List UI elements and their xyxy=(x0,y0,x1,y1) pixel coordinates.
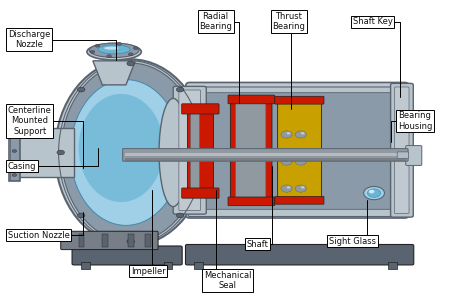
Circle shape xyxy=(287,159,291,162)
Ellipse shape xyxy=(55,59,206,246)
Text: Centerline
Mounted
Support: Centerline Mounted Support xyxy=(8,106,52,136)
Circle shape xyxy=(176,87,184,92)
Ellipse shape xyxy=(98,45,130,54)
Circle shape xyxy=(369,190,374,193)
FancyBboxPatch shape xyxy=(228,95,275,104)
Circle shape xyxy=(281,131,292,138)
Circle shape xyxy=(77,87,85,92)
FancyBboxPatch shape xyxy=(406,146,422,165)
Circle shape xyxy=(367,189,381,197)
Text: Sight Glass: Sight Glass xyxy=(329,237,376,246)
FancyBboxPatch shape xyxy=(230,97,272,203)
FancyBboxPatch shape xyxy=(72,246,182,265)
Circle shape xyxy=(176,213,184,218)
Ellipse shape xyxy=(87,43,141,60)
Text: Discharge
Nozzle: Discharge Nozzle xyxy=(8,30,50,50)
FancyBboxPatch shape xyxy=(236,102,266,198)
FancyBboxPatch shape xyxy=(173,86,206,214)
FancyBboxPatch shape xyxy=(186,82,409,218)
Circle shape xyxy=(127,61,135,66)
Text: Mechanical
Seal: Mechanical Seal xyxy=(204,271,251,290)
Bar xyxy=(145,234,151,247)
Circle shape xyxy=(301,186,305,188)
Bar xyxy=(388,262,397,269)
Circle shape xyxy=(77,213,85,218)
Bar xyxy=(125,153,406,156)
Circle shape xyxy=(12,165,17,168)
FancyBboxPatch shape xyxy=(228,197,275,206)
Circle shape xyxy=(281,185,292,192)
Circle shape xyxy=(287,132,291,134)
FancyBboxPatch shape xyxy=(275,196,324,204)
Circle shape xyxy=(117,42,121,45)
Bar xyxy=(194,262,203,269)
Circle shape xyxy=(95,44,100,47)
Circle shape xyxy=(90,50,95,53)
Circle shape xyxy=(12,134,17,137)
Polygon shape xyxy=(93,61,136,85)
FancyBboxPatch shape xyxy=(391,83,413,217)
FancyBboxPatch shape xyxy=(275,96,324,104)
Bar xyxy=(164,262,172,269)
Text: Bearing
Housing: Bearing Housing xyxy=(398,111,432,131)
Text: Impeller: Impeller xyxy=(131,267,165,276)
Ellipse shape xyxy=(79,94,164,202)
Circle shape xyxy=(12,128,17,131)
Bar xyxy=(187,106,213,194)
FancyBboxPatch shape xyxy=(397,152,409,159)
Circle shape xyxy=(301,132,305,134)
Text: Suction Nozzle: Suction Nozzle xyxy=(8,231,70,240)
Text: Radial
Bearing: Radial Bearing xyxy=(199,12,232,31)
Circle shape xyxy=(364,186,384,200)
Circle shape xyxy=(295,131,307,138)
Bar xyxy=(128,234,134,247)
FancyBboxPatch shape xyxy=(182,104,219,114)
Circle shape xyxy=(107,55,111,58)
FancyBboxPatch shape xyxy=(188,87,406,98)
Ellipse shape xyxy=(89,43,139,57)
Circle shape xyxy=(197,150,204,155)
Circle shape xyxy=(295,185,307,192)
Ellipse shape xyxy=(159,98,187,207)
Text: Thrust
Bearing: Thrust Bearing xyxy=(273,12,305,31)
FancyBboxPatch shape xyxy=(61,231,158,249)
Text: Shaft: Shaft xyxy=(246,240,268,249)
Ellipse shape xyxy=(71,80,182,225)
Ellipse shape xyxy=(104,47,118,50)
Ellipse shape xyxy=(61,63,201,242)
Circle shape xyxy=(57,150,64,155)
Circle shape xyxy=(127,239,135,244)
Bar xyxy=(125,158,406,161)
Bar xyxy=(190,112,199,190)
Bar xyxy=(79,234,84,247)
Circle shape xyxy=(12,174,17,177)
Text: Shaft Key: Shaft Key xyxy=(353,17,392,26)
Circle shape xyxy=(12,149,17,153)
Circle shape xyxy=(295,158,307,165)
Circle shape xyxy=(301,159,305,162)
FancyBboxPatch shape xyxy=(123,149,408,161)
Circle shape xyxy=(281,158,292,165)
FancyBboxPatch shape xyxy=(278,99,321,202)
FancyBboxPatch shape xyxy=(188,206,406,217)
FancyBboxPatch shape xyxy=(179,90,201,210)
Text: Casing: Casing xyxy=(8,162,36,171)
Circle shape xyxy=(287,186,291,188)
Bar xyxy=(10,122,18,180)
FancyBboxPatch shape xyxy=(394,87,409,214)
Circle shape xyxy=(128,53,133,56)
Circle shape xyxy=(133,47,138,50)
Bar xyxy=(102,234,108,247)
Polygon shape xyxy=(15,128,74,177)
FancyBboxPatch shape xyxy=(185,245,414,265)
Bar xyxy=(9,121,19,181)
FancyBboxPatch shape xyxy=(182,188,219,198)
FancyBboxPatch shape xyxy=(195,93,397,209)
Bar xyxy=(81,262,90,269)
